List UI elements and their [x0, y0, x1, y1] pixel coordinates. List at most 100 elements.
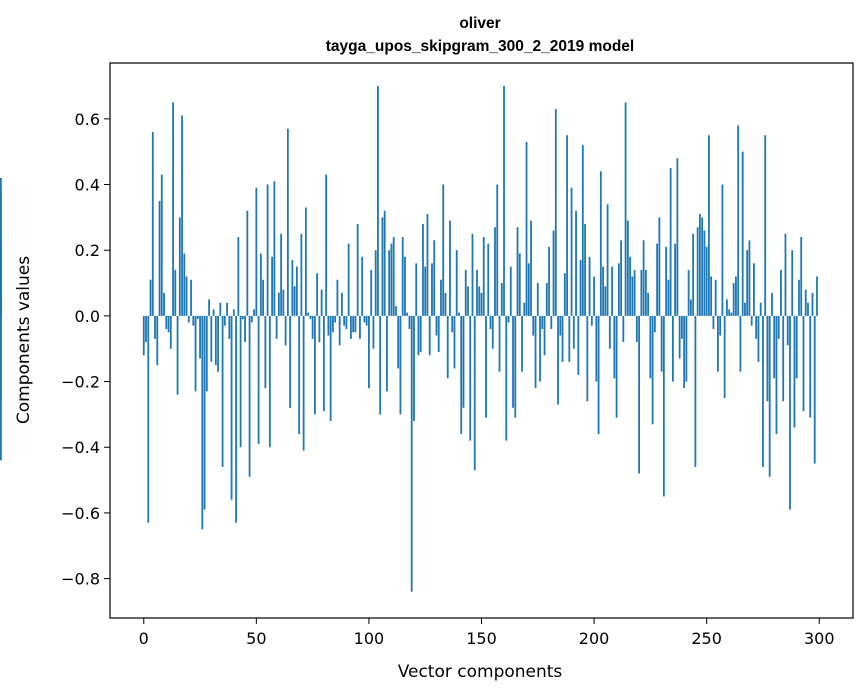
bar	[464, 269, 467, 316]
x-tick-label: 150	[466, 629, 497, 648]
bar	[590, 315, 593, 326]
bar	[187, 315, 190, 323]
bar	[147, 315, 150, 523]
bar	[221, 315, 224, 467]
bar	[622, 315, 625, 343]
bar	[741, 151, 744, 316]
bar	[350, 315, 352, 339]
plot-frame	[109, 62, 854, 619]
bar	[638, 315, 641, 474]
bar	[696, 227, 699, 316]
bar	[671, 315, 674, 382]
bar	[762, 315, 764, 467]
bar	[268, 315, 271, 448]
y-tick-label: −0.2	[61, 373, 100, 392]
bar	[365, 315, 368, 326]
bar	[277, 292, 280, 316]
bar	[782, 315, 785, 402]
bar	[496, 184, 499, 316]
bar	[239, 315, 242, 448]
bar	[669, 168, 672, 316]
bar	[458, 312, 460, 316]
bar	[530, 220, 532, 316]
bar	[798, 279, 800, 316]
bar	[795, 315, 798, 379]
x-tick-label: 100	[354, 629, 385, 648]
bar	[374, 250, 377, 316]
x-tick-label: 300	[804, 629, 835, 648]
bar	[662, 315, 665, 497]
bar	[176, 315, 179, 395]
bar	[642, 240, 645, 316]
bar	[804, 289, 807, 316]
bar	[516, 227, 519, 316]
bar	[248, 315, 251, 477]
bar	[300, 233, 303, 316]
bar	[298, 315, 301, 435]
y-tick-label: −0.4	[61, 438, 100, 457]
bar	[694, 315, 697, 467]
bar	[482, 237, 485, 316]
bar	[379, 315, 382, 415]
bar	[320, 289, 323, 316]
bar	[689, 299, 692, 316]
bar	[525, 141, 528, 316]
bar	[550, 315, 553, 330]
bar	[232, 309, 235, 316]
bar	[167, 315, 170, 333]
bar	[406, 312, 409, 316]
bar	[338, 315, 341, 346]
bar	[210, 315, 213, 362]
bar	[705, 246, 708, 316]
bar	[514, 315, 517, 418]
bar	[372, 315, 375, 349]
bar	[302, 315, 305, 451]
bar	[273, 181, 276, 316]
chart-subtitle: tayga_upos_skipgram_300_2_2019 model	[326, 38, 634, 55]
bar	[352, 315, 355, 333]
bar	[816, 276, 818, 316]
bar	[386, 315, 388, 392]
chart-title: oliver	[459, 15, 500, 32]
bar	[665, 246, 668, 316]
bar	[183, 253, 186, 316]
bar	[606, 204, 609, 316]
bar	[644, 269, 647, 316]
bar	[699, 214, 701, 316]
bar	[178, 217, 181, 316]
bar	[388, 250, 391, 316]
bar	[181, 115, 183, 316]
bar	[151, 131, 154, 316]
bar	[584, 223, 586, 316]
bar	[719, 315, 722, 336]
bar	[174, 269, 177, 316]
x-tick-label: 200	[579, 629, 610, 648]
bar	[485, 315, 487, 418]
bar	[599, 171, 602, 316]
bar	[635, 315, 638, 343]
bar	[446, 315, 449, 379]
bar	[433, 240, 436, 316]
bar	[473, 315, 476, 471]
bar	[318, 315, 321, 343]
bar	[295, 266, 298, 316]
bar	[561, 315, 564, 362]
bar	[667, 279, 670, 316]
bar	[203, 315, 206, 510]
bar	[777, 315, 780, 339]
bar	[257, 315, 260, 444]
bar	[746, 250, 749, 316]
bar	[807, 302, 809, 316]
bar	[226, 302, 228, 316]
bar	[377, 85, 379, 316]
bar	[149, 279, 152, 316]
bar	[726, 299, 728, 316]
bar	[527, 263, 530, 316]
bar	[701, 217, 704, 316]
bar	[431, 263, 433, 316]
bar	[266, 184, 269, 316]
bar	[766, 315, 769, 402]
bar	[491, 315, 494, 349]
bar	[744, 302, 746, 316]
bar	[401, 237, 404, 316]
